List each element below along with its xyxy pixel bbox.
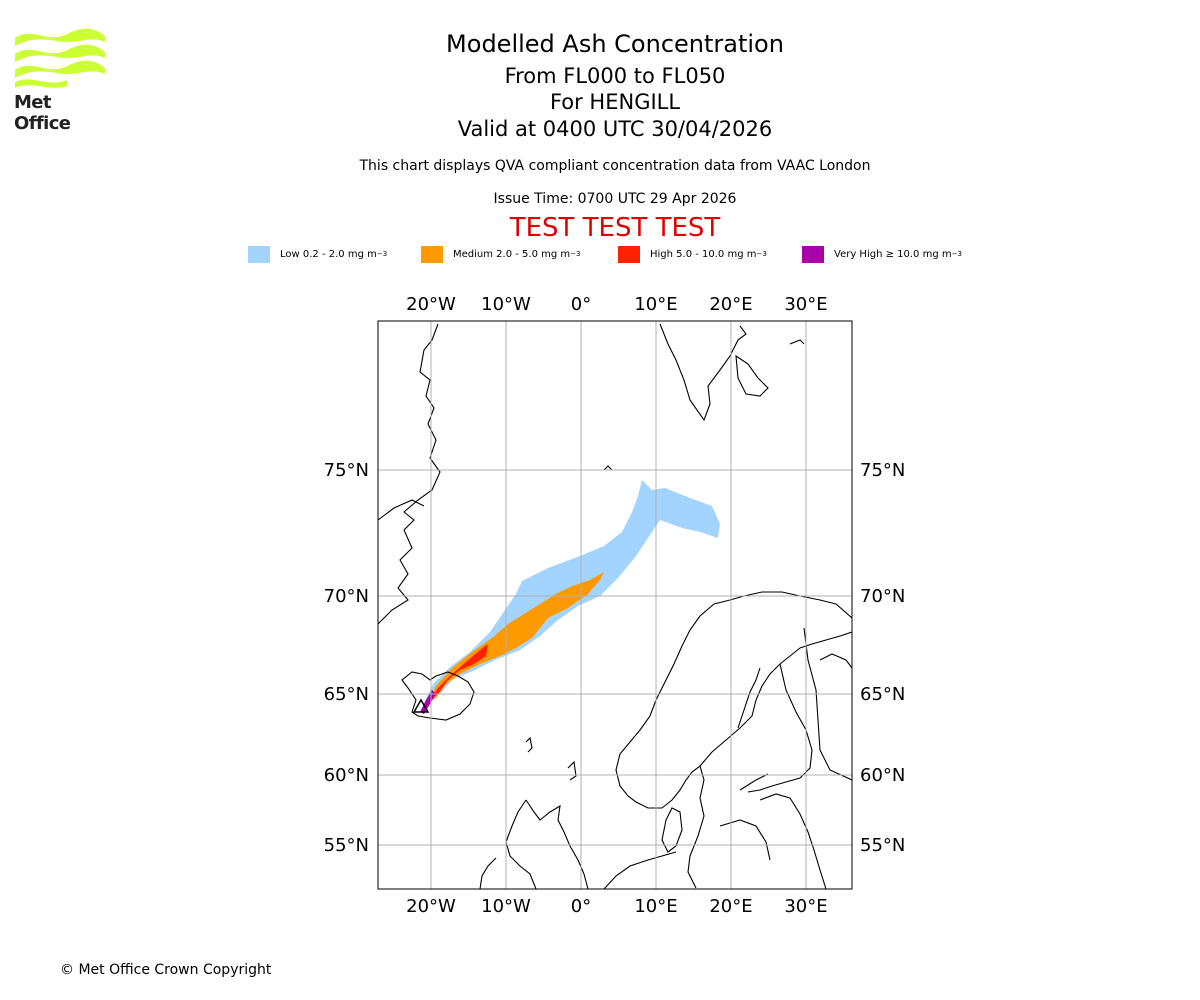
valid-time: Valid at 0400 UTC 30/04/2026	[457, 117, 773, 141]
legend-swatch-high	[618, 245, 640, 263]
legend-label-low: Low 0.2 - 2.0 mg m	[280, 248, 377, 260]
lat-label-left-75n: 75°N	[324, 460, 369, 481]
lat-label-right-75n: 75°N	[860, 460, 905, 481]
lat-label-right-65n: 65°N	[860, 684, 905, 705]
lat-label-left-55n: 55°N	[324, 835, 369, 856]
lon-label-bottom-20w: 20°W	[406, 896, 456, 917]
lat-label-right-55n: 55°N	[860, 835, 905, 856]
lat-label-left-60n: 60°N	[324, 765, 369, 786]
qva-note: This chart displays QVA compliant concen…	[359, 158, 871, 174]
chart-title: Modelled Ash Concentration	[446, 30, 784, 58]
legend-swatch-very-high	[802, 245, 824, 263]
scandinavia-coast	[615, 591, 852, 889]
britain-coast	[525, 799, 589, 889]
met-office-logo-text: Met Office	[14, 92, 71, 134]
coastlines	[378, 323, 852, 889]
lon-label-top-0: 0°	[571, 294, 591, 315]
ash-high-region	[430, 644, 488, 700]
lon-label-top-20w: 20°W	[406, 294, 456, 315]
map-frame	[377, 320, 853, 890]
lon-label-bottom-10w: 10°W	[481, 896, 531, 917]
legend-swatch-low	[248, 245, 270, 263]
flight-level-range: From FL000 to FL050	[504, 64, 726, 88]
lon-label-bottom-20e: 20°E	[709, 896, 752, 917]
legend-label-high: High 5.0 - 10.0 mg m	[650, 248, 757, 260]
lon-label-top-30e: 30°E	[784, 294, 827, 315]
legend-label-very-high: Very High ≥ 10.0 mg m	[834, 248, 952, 260]
lon-label-bottom-30e: 30°E	[784, 896, 827, 917]
legend-item-medium: Medium 2.0 - 5.0 mg m −3	[421, 245, 580, 263]
legend-item-high: High 5.0 - 10.0 mg m −3	[618, 245, 767, 263]
issue-time: Issue Time: 0700 UTC 29 Apr 2026	[493, 191, 737, 207]
lat-label-left-65n: 65°N	[324, 684, 369, 705]
volcano-marker-icon	[412, 698, 430, 713]
met-office-logo: Met Office	[12, 28, 112, 134]
lon-label-top-20e: 20°E	[709, 294, 752, 315]
lon-label-top-10e: 10°E	[634, 294, 677, 315]
lon-label-bottom-0: 0°	[571, 896, 591, 917]
map-content	[378, 321, 852, 889]
lat-label-left-70n: 70°N	[324, 586, 369, 607]
legend-item-very-high: Very High ≥ 10.0 mg m −3	[802, 245, 962, 263]
copyright-notice: © Met Office Crown Copyright	[60, 962, 272, 978]
legend-swatch-medium	[421, 245, 443, 263]
ash-very-high-region	[420, 690, 436, 714]
lon-label-top-10w: 10°W	[481, 294, 531, 315]
lat-label-right-60n: 60°N	[860, 765, 905, 786]
lat-label-right-70n: 70°N	[860, 586, 905, 607]
legend-item-low: Low 0.2 - 2.0 mg m −3	[248, 245, 387, 263]
legend-label-medium: Medium 2.0 - 5.0 mg m	[453, 248, 571, 260]
ash-medium-region	[428, 572, 604, 702]
graticule	[378, 321, 852, 889]
met-office-waves-icon	[15, 28, 105, 88]
test-banner: TEST TEST TEST	[509, 213, 721, 243]
lon-label-bottom-10e: 10°E	[634, 896, 677, 917]
volcano-name: For HENGILL	[549, 90, 681, 114]
iceland-coast	[401, 671, 475, 721]
